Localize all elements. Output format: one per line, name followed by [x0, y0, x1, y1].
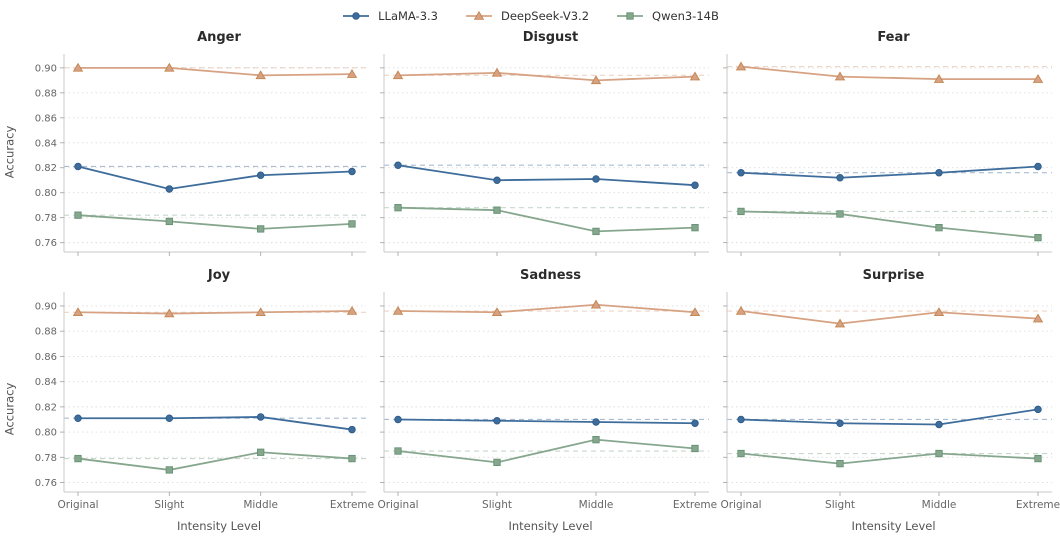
svg-text:Slight: Slight — [154, 499, 184, 511]
x-axis-label: Intensity Level — [176, 519, 262, 533]
legend-item-deepseek: DeepSeek-V3.2 — [464, 9, 589, 23]
llama-line-circle-icon — [343, 12, 370, 20]
svg-text:0.84: 0.84 — [35, 377, 57, 388]
legend-item-llama: LLaMA-3.3 — [341, 9, 438, 23]
svg-text:0.76: 0.76 — [35, 478, 57, 489]
subplot-sadness: Sadness Original Slight Middle Extreme Inte… — [374, 268, 717, 535]
subplot-title-disgust: Disgust — [522, 30, 579, 45]
svg-text:0.90: 0.90 — [35, 63, 57, 74]
subplot-title-joy: Joy — [207, 268, 231, 283]
svg-text:0.88: 0.88 — [35, 88, 57, 99]
svg-text:Extreme: Extreme — [330, 499, 374, 511]
subplot-title-fear: Fear — [877, 30, 910, 45]
svg-text:0.84: 0.84 — [35, 138, 57, 149]
subplot-title-anger: Anger — [197, 30, 241, 45]
svg-text:0.78: 0.78 — [35, 453, 57, 464]
qwen-line-square-icon — [617, 12, 644, 20]
y-axis-label: Accuracy — [2, 382, 17, 435]
legend-label: LLaMA-3.3 — [378, 9, 438, 23]
y-axis-label-row2: Accuracy — [0, 268, 18, 535]
svg-text:0.78: 0.78 — [35, 213, 57, 224]
anger-plot: 0.76 0.78 0.80 0.82 0.84 0.86 0.88 0.90 — [35, 54, 366, 256]
svg-text:0.80: 0.80 — [35, 428, 57, 439]
legend-label: DeepSeek-V3.2 — [500, 9, 590, 23]
legend: LLaMA-3.3 DeepSeek-V3.2 Qwen3-14B — [0, 4, 1060, 28]
svg-text:0.80: 0.80 — [35, 188, 57, 199]
svg-text:0.86: 0.86 — [35, 113, 57, 124]
legend-item-qwen: Qwen3-14B — [615, 9, 719, 23]
subplot-title-sadness: Sadness — [520, 268, 581, 283]
svg-text:0.82: 0.82 — [35, 402, 57, 413]
svg-text:Original: Original — [377, 499, 418, 511]
svg-text:0.88: 0.88 — [35, 327, 57, 338]
fear-plot — [723, 54, 1052, 256]
subplot-joy: Joy 0.76 0.78 0.80 0.82 0.84 0.86 0.88 0.90 Orig… — [18, 268, 374, 535]
subplot-disgust: Disgust — [374, 30, 717, 260]
subplot-title-surprise: Surprise — [862, 268, 925, 283]
deepseek-line-triangle-icon — [465, 10, 492, 20]
joy-plot: 0.76 0.78 0.80 0.82 0.84 0.86 0.88 0.90 Original… — [35, 292, 374, 511]
svg-text:Extreme: Extreme — [673, 499, 717, 511]
sadness-plot: Original Slight Middle Extreme — [377, 292, 717, 511]
svg-text:0.82: 0.82 — [35, 163, 57, 174]
svg-text:Extreme: Extreme — [1016, 499, 1060, 511]
svg-text:Middle: Middle — [922, 499, 957, 511]
svg-text:0.90: 0.90 — [35, 301, 57, 312]
surprise-plot: Original Slight Middle Extreme — [720, 292, 1060, 511]
x-axis-label: Intensity Level — [508, 519, 593, 533]
svg-text:Original: Original — [57, 499, 98, 511]
svg-text:Original: Original — [720, 499, 761, 511]
svg-text:Middle: Middle — [243, 499, 278, 511]
disgust-plot — [380, 54, 709, 256]
subplot-fear: Fear — [717, 30, 1060, 260]
y-axis-label-row1: Accuracy — [0, 30, 18, 260]
svg-text:Middle: Middle — [579, 499, 614, 511]
subplot-anger: Anger 0.76 0.78 0.80 0.82 0.84 0.86 0.88 0.90 — [18, 30, 374, 260]
x-axis-label: Intensity Level — [851, 519, 936, 533]
svg-text:Slight: Slight — [482, 499, 512, 511]
svg-text:Slight: Slight — [825, 499, 855, 511]
svg-text:0.76: 0.76 — [35, 238, 57, 249]
legend-label: Qwen3-14B — [652, 9, 719, 23]
svg-text:0.86: 0.86 — [35, 352, 57, 363]
subplot-surprise: Surprise Original Slight Middle Extreme Int… — [717, 268, 1060, 535]
subplot-grid: Accuracy Anger 0.76 0.78 0.80 0.82 0.84 0.86 0… — [0, 30, 1060, 535]
y-axis-label: Accuracy — [2, 125, 17, 179]
